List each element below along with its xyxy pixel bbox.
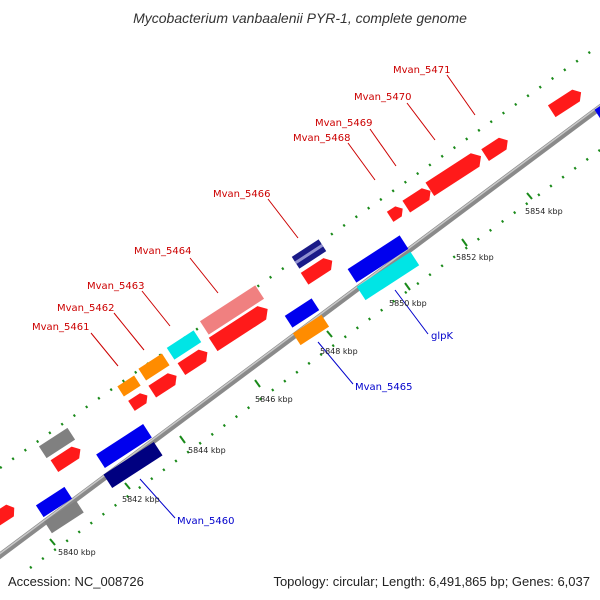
- gene-label-mvan-5460[interactable]: Mvan_5460: [177, 516, 234, 527]
- gene-box-cyan[interactable]: [166, 330, 202, 360]
- bottom-gene-labels: Mvan_5460 Mvan_5465 glpK: [177, 331, 453, 527]
- top-gene-labels: Mvan_5461 Mvan_5462 Mvan_5463 Mvan_5464 …: [32, 65, 450, 333]
- kbp-label: 5850 kbp: [389, 299, 427, 308]
- gene-arrow[interactable]: [177, 346, 212, 376]
- gene-box-orange[interactable]: [117, 375, 141, 397]
- gene-box-navy[interactable]: [291, 239, 327, 269]
- gene-label-mvan-5468[interactable]: Mvan_5468: [293, 133, 350, 144]
- kbp-label: 5844 kbp: [188, 446, 226, 455]
- gene-arrow[interactable]: [0, 502, 18, 531]
- gene-label-mvan-5470[interactable]: Mvan_5470: [354, 92, 411, 103]
- gene-box-navy[interactable]: [103, 441, 163, 489]
- gene-arrow[interactable]: [148, 370, 180, 398]
- kbp-label: 5852 kbp: [456, 253, 494, 262]
- gene-arrow-blue[interactable]: [594, 104, 600, 120]
- gene-box-blue[interactable]: [284, 298, 320, 328]
- forward-genes: [0, 86, 600, 531]
- gene-label-mvan-5469[interactable]: Mvan_5469: [315, 118, 372, 129]
- gene-arrow[interactable]: [300, 255, 336, 285]
- gene-arrow[interactable]: [481, 135, 511, 161]
- top-leader-lines: [90, 74, 476, 367]
- gene-arrow[interactable]: [208, 302, 272, 352]
- accession-label: Accession: NC_008726: [8, 574, 144, 589]
- forward-other-genes: [38, 239, 327, 459]
- gene-label-mvan-5465[interactable]: Mvan_5465: [355, 382, 412, 393]
- gene-label-mvan-5464[interactable]: Mvan_5464: [134, 246, 191, 257]
- gene-label-mvan-5471[interactable]: Mvan_5471: [393, 65, 450, 76]
- gene-arrow[interactable]: [386, 204, 406, 222]
- gene-label-mvan-5462[interactable]: Mvan_5462: [57, 303, 114, 314]
- topology-label: Topology: circular; Length: 6,491,865 bp…: [273, 574, 590, 589]
- kbp-label: 5854 kbp: [525, 207, 563, 216]
- gene-box-orange[interactable]: [138, 353, 170, 381]
- gene-box-orange[interactable]: [292, 314, 330, 346]
- kbp-label: 5846 kbp: [255, 395, 293, 404]
- kbp-label: 5840 kbp: [58, 548, 96, 557]
- gene-label-mvan-5466[interactable]: Mvan_5466: [213, 189, 270, 200]
- genome-title: Mycobacterium vanbaalenii PYR-1, complet…: [133, 10, 467, 26]
- gene-label-mvan-5461[interactable]: Mvan_5461: [32, 322, 89, 333]
- gene-box-gray[interactable]: [44, 500, 84, 534]
- gene-arrow[interactable]: [128, 391, 150, 411]
- kbp-labels: 5840 kbp 5842 kbp 5844 kbp 5846 kbp 5848…: [58, 207, 563, 557]
- gene-box-gray[interactable]: [38, 427, 76, 459]
- gene-box-blue[interactable]: [347, 235, 409, 283]
- gene-label-mvan-5463[interactable]: Mvan_5463: [87, 281, 144, 292]
- gene-arrow[interactable]: [547, 86, 585, 118]
- kbp-label: 5842 kbp: [122, 495, 160, 504]
- gene-box-cyan[interactable]: [356, 251, 420, 301]
- gene-label-glpk[interactable]: glpK: [431, 331, 453, 342]
- gene-arrow[interactable]: [50, 443, 85, 473]
- gene-box-pink[interactable]: [199, 285, 265, 335]
- gene-box-blue[interactable]: [35, 486, 73, 518]
- gene-arrow[interactable]: [402, 185, 434, 213]
- gene-box-blue[interactable]: [96, 424, 152, 468]
- reverse-genes: [35, 235, 420, 534]
- bottom-leader-lines: [139, 289, 429, 519]
- kbp-label: 5848 kbp: [320, 347, 358, 356]
- gene-arrow[interactable]: [425, 149, 485, 197]
- inner-track: [29, 148, 600, 570]
- kbp-ticks: [49, 192, 533, 546]
